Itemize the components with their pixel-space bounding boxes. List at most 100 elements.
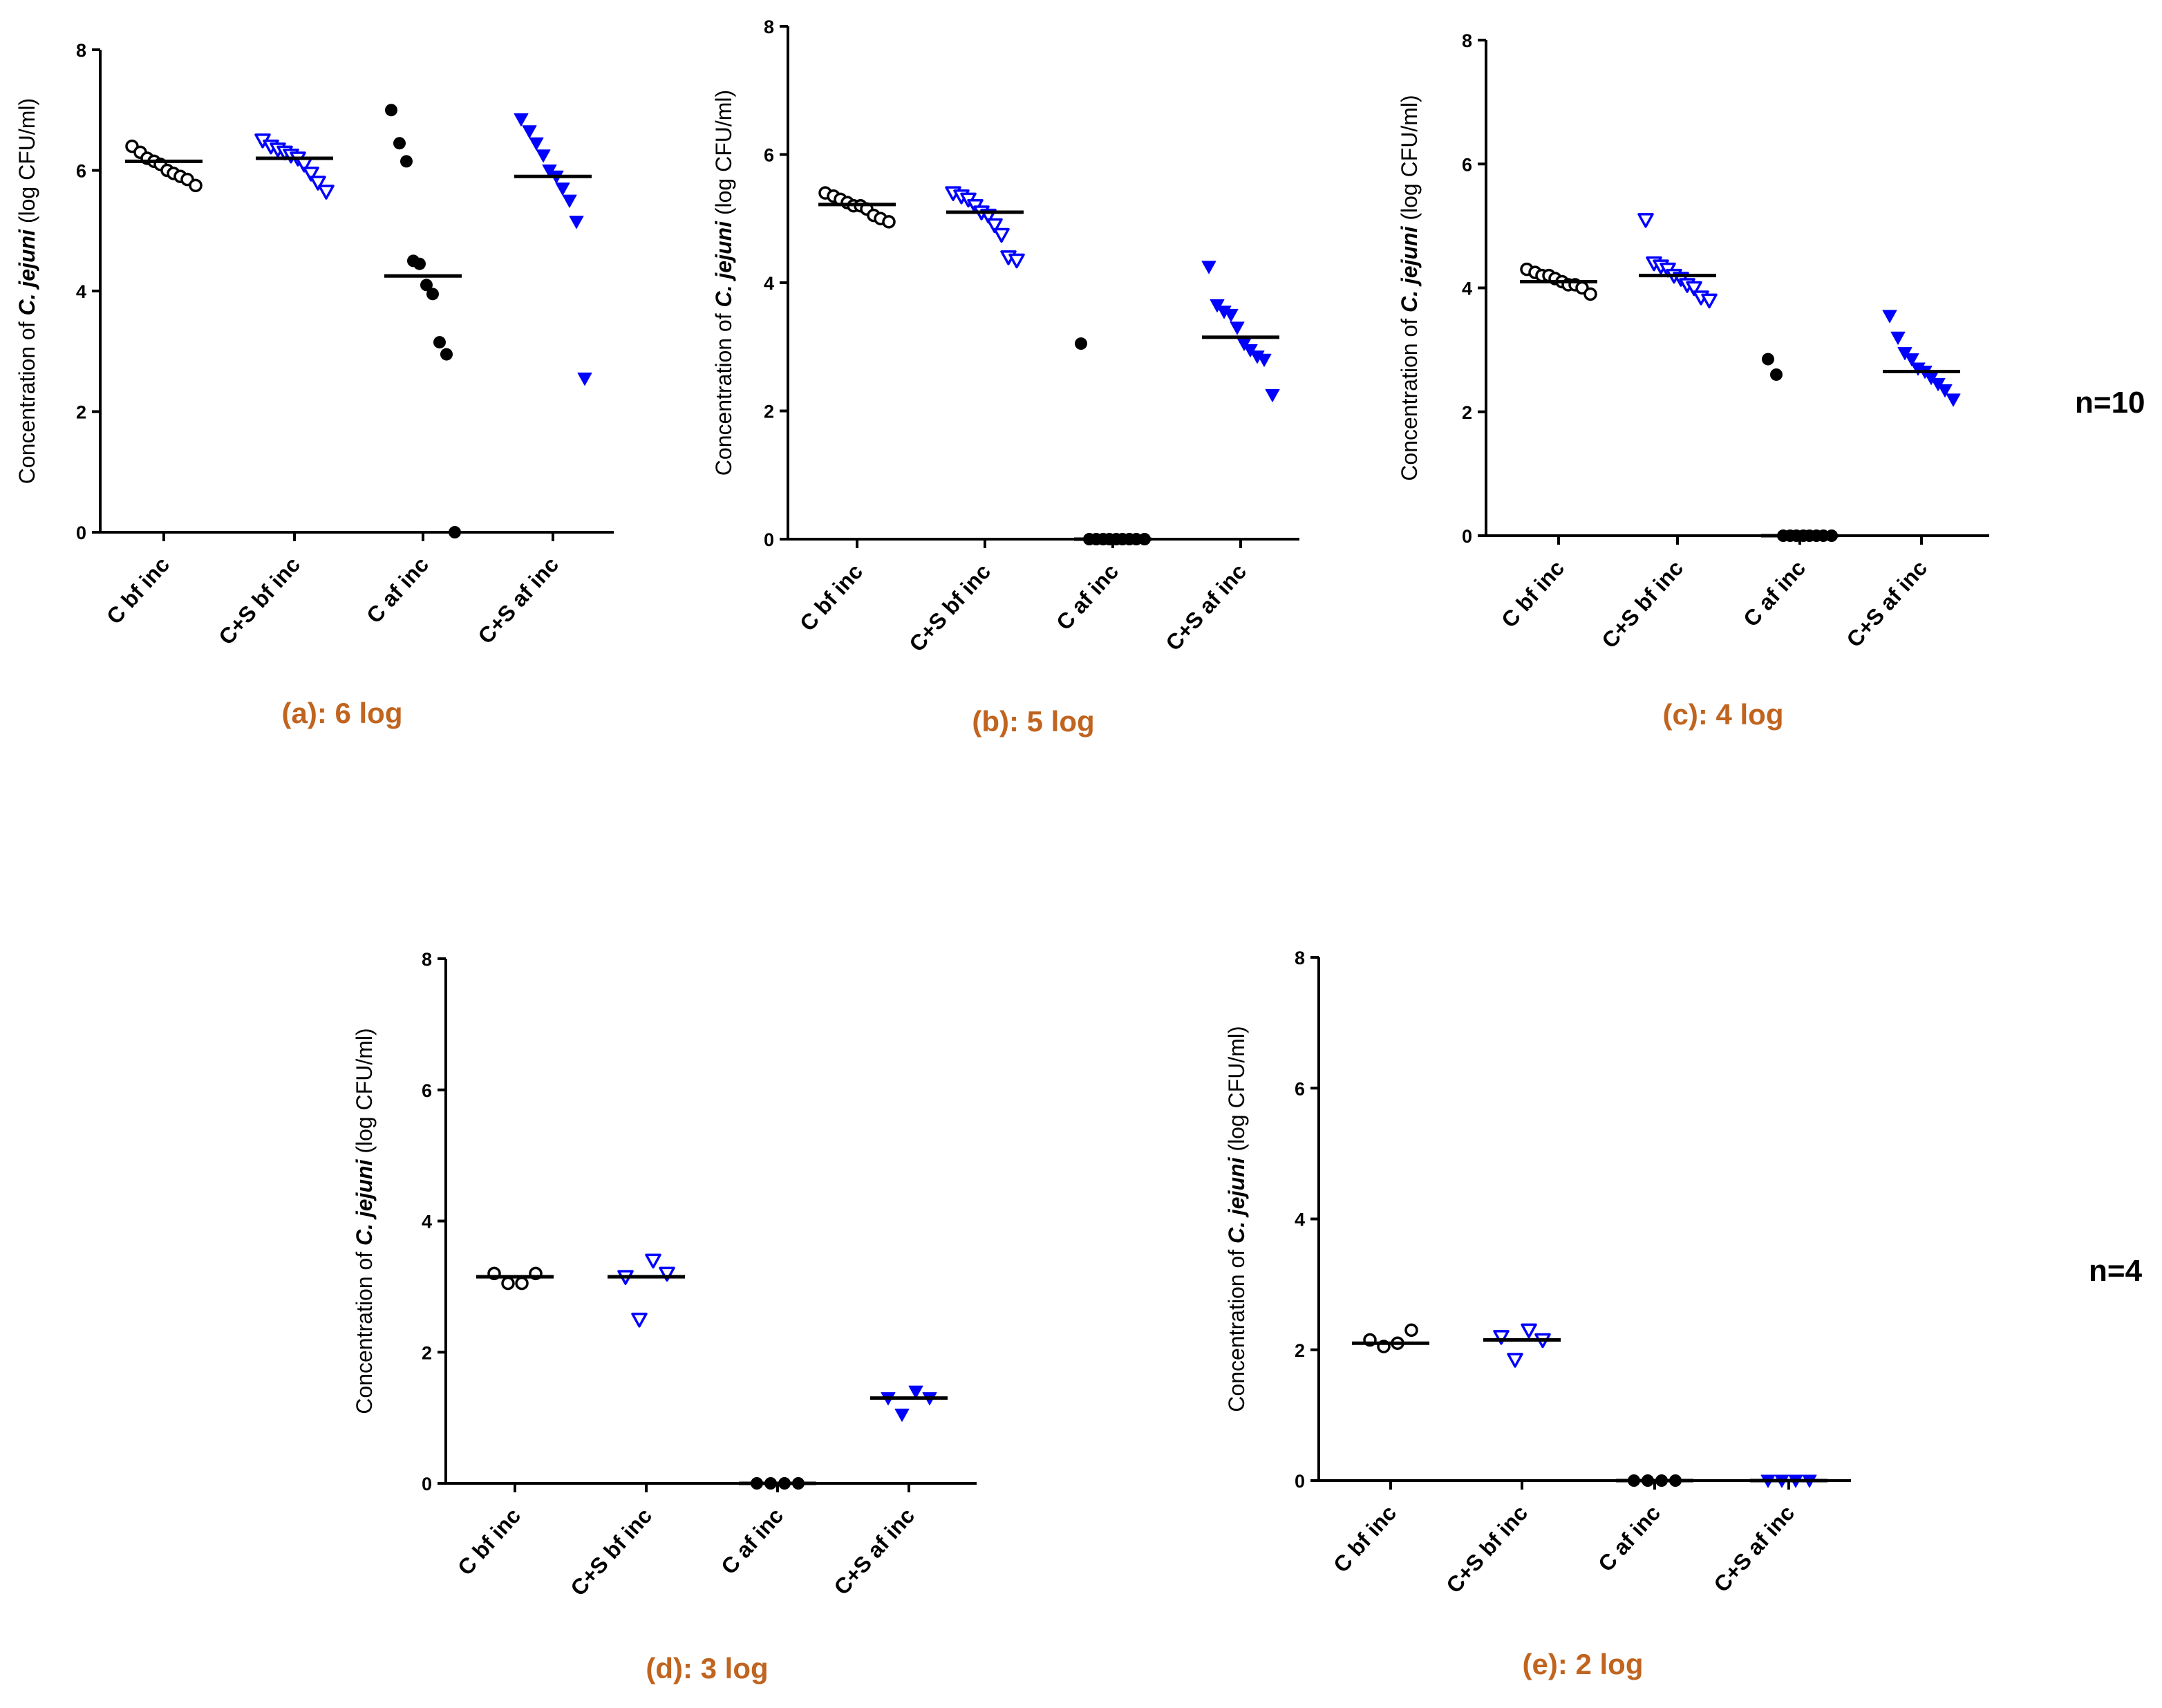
- y-axis-label-species: C. jejuni: [15, 229, 39, 316]
- y-tick-label: 8: [422, 949, 432, 970]
- x-category-label: C af inc: [361, 552, 433, 628]
- data-point: [577, 373, 592, 386]
- y-tick-label: 0: [1295, 1471, 1305, 1492]
- data-point: [1637, 213, 1654, 228]
- y-tick-label: 2: [422, 1342, 432, 1363]
- y-tick-label: 6: [422, 1080, 432, 1101]
- y-axis-label-species: C. jejuni: [352, 1158, 377, 1246]
- group-label-top: n=10: [2075, 386, 2145, 420]
- y-axis-label: Concentration of C. jejuni (log CFU/ml): [1397, 95, 1422, 480]
- panels: 0 2 4 6 8 Concentration of C. jejuni (log CFU…: [15, 17, 1989, 1684]
- x-category-label: C bf inc: [1328, 1501, 1401, 1577]
- y-axis-label-prefix: Concentration of: [711, 307, 736, 476]
- data-point: [1770, 368, 1783, 381]
- data-point: [1230, 321, 1245, 335]
- y-tick-label: 0: [1462, 526, 1472, 547]
- y-tick-label: 4: [764, 273, 774, 294]
- y-axis-label: Concentration of C. jejuni (log CFU/ml): [352, 1028, 377, 1414]
- data-point: [529, 137, 544, 151]
- y-tick-label: 2: [76, 402, 86, 423]
- data-point: [555, 182, 570, 196]
- y-tick-label: 0: [764, 529, 774, 550]
- data-point: [310, 176, 326, 191]
- x-category-label: C bf inc: [102, 552, 174, 629]
- y-axis-label: Concentration of C. jejuni (log CFU/ml): [1224, 1026, 1249, 1411]
- data-point: [303, 167, 319, 182]
- y-tick-label: 6: [1295, 1078, 1305, 1099]
- data-point: [1201, 261, 1216, 274]
- y-tick-label: 2: [1462, 402, 1472, 423]
- data-point: [385, 104, 397, 117]
- y-tick-label: 6: [1462, 154, 1472, 175]
- y-axis-label-suffix: (log CFU/ml): [15, 98, 39, 229]
- x-category-label: C af inc: [1738, 556, 1810, 632]
- data-point: [645, 1253, 661, 1269]
- data-point: [426, 288, 439, 301]
- y-tick-label: 4: [76, 281, 86, 302]
- x-category-label: C af inc: [716, 1503, 788, 1579]
- x-category-label: C bf inc: [795, 559, 867, 636]
- data-point: [1686, 281, 1702, 297]
- data-point: [1265, 388, 1280, 402]
- y-axis-label-suffix: (log CFU/ml): [1397, 95, 1422, 226]
- data-point: [986, 218, 1003, 234]
- y-tick-label: 4: [422, 1212, 432, 1232]
- y-tick-label: 2: [764, 402, 774, 422]
- data-point: [1701, 293, 1718, 309]
- panel-caption: (e): 2 log: [1523, 1648, 1644, 1680]
- data-point: [1583, 287, 1597, 301]
- data-point: [1493, 1330, 1510, 1345]
- y-tick-label: 4: [1462, 279, 1472, 299]
- data-point: [1882, 310, 1897, 323]
- y-axis-label-prefix: Concentration of: [1224, 1244, 1249, 1412]
- data-point: [562, 194, 577, 208]
- data-point: [1937, 384, 1953, 397]
- x-category-label: C+S bf inc: [1441, 1501, 1532, 1598]
- panel-c: 0 2 4 6 8 Concentration of C. jejuni (log CFU…: [1397, 30, 1989, 731]
- y-tick-label: 0: [76, 523, 86, 543]
- data-point: [1257, 353, 1272, 367]
- y-axis-label-suffix: (log CFU/ml): [1224, 1026, 1249, 1157]
- data-point: [1521, 1323, 1537, 1339]
- x-category-label: C+S bf inc: [214, 552, 305, 650]
- x-category-label: C+S af inc: [1841, 556, 1932, 653]
- data-point: [1904, 353, 1919, 367]
- data-point: [501, 1276, 515, 1291]
- x-category-label: C af inc: [1593, 1501, 1665, 1577]
- data-point: [894, 1408, 910, 1422]
- data-point: [433, 336, 446, 349]
- data-point: [1890, 331, 1906, 345]
- data-point: [569, 216, 584, 229]
- y-tick-label: 6: [76, 161, 86, 182]
- x-category-label: C+S bf inc: [904, 559, 995, 657]
- panel-a: 0 2 4 6 8 Concentration of C. jejuni (log CFU…: [15, 40, 614, 729]
- x-category-label: C af inc: [1051, 559, 1123, 635]
- panel-e: 0 2 4 6 8 Concentration of C. jejuni (log CFU…: [1224, 948, 1851, 1680]
- y-tick-label: 8: [764, 17, 774, 37]
- y-axis-label-suffix: (log CFU/ml): [352, 1028, 377, 1159]
- y-axis-label: Concentration of C. jejuni (log CFU/ml): [711, 90, 736, 476]
- x-category-label: C+S af inc: [1160, 559, 1251, 656]
- data-point: [1404, 1323, 1418, 1338]
- data-point: [1762, 353, 1774, 366]
- panel-b: 0 2 4 6 8 Concentration of C. jejuni (log CFU…: [711, 17, 1299, 738]
- data-point: [993, 227, 1010, 243]
- group-label-bottom: n=4: [2089, 1254, 2143, 1288]
- x-category-label: C+S af inc: [829, 1503, 919, 1600]
- panel-caption: (b): 5 log: [972, 705, 1094, 738]
- data-point: [1507, 1353, 1523, 1368]
- data-point: [522, 125, 537, 139]
- x-category-label: C+S bf inc: [565, 1503, 657, 1601]
- panel-caption: (a): 6 log: [282, 697, 403, 729]
- data-point: [449, 526, 461, 538]
- y-tick-label: 2: [1295, 1340, 1305, 1361]
- data-point: [318, 185, 335, 200]
- y-axis-label-species: C. jejuni: [711, 220, 736, 308]
- y-tick-label: 6: [764, 145, 774, 166]
- y-axis-label-species: C. jejuni: [1224, 1156, 1249, 1244]
- x-category-label: C bf inc: [1496, 556, 1569, 632]
- panel-caption: (d): 3 log: [646, 1652, 768, 1684]
- y-axis-label-prefix: Concentration of: [1397, 312, 1422, 481]
- data-point: [1946, 393, 1961, 407]
